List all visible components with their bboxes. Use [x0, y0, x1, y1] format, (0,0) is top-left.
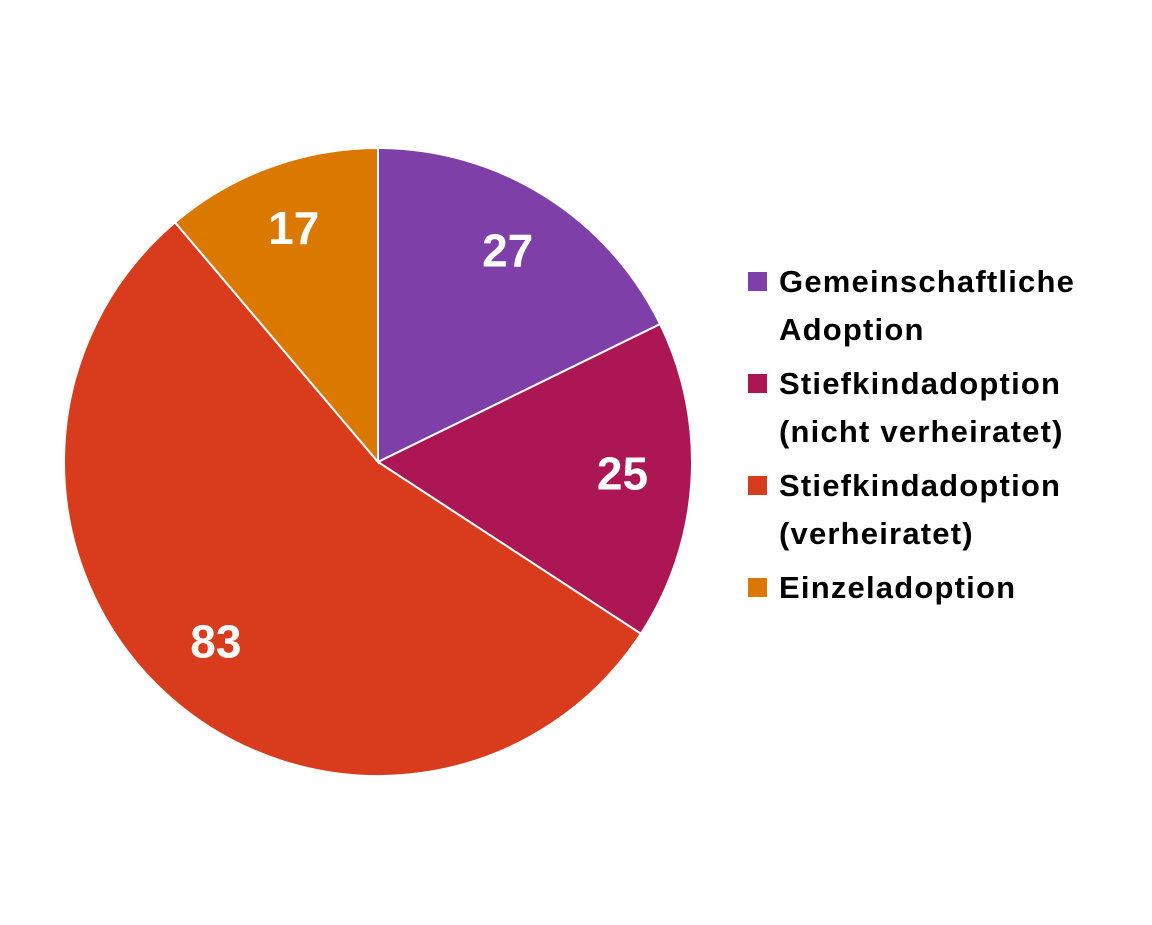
legend-swatch — [748, 272, 767, 291]
data-label: 27 — [482, 224, 533, 276]
legend-item: Stiefkindadoption (nicht verheiratet) — [748, 360, 1148, 456]
legend-label: Einzeladoption — [779, 570, 1017, 605]
legend: Gemeinschaftliche Adoption Stiefkindadopt… — [748, 258, 1148, 618]
legend-item: Stiefkindadoption (verheiratet) — [748, 462, 1148, 558]
pie-slice — [63, 220, 643, 777]
legend-label: Gemeinschaftliche Adoption — [779, 264, 1076, 347]
legend-label: Stiefkindadoption (verheiratet) — [779, 468, 1062, 551]
data-label: 25 — [597, 447, 648, 499]
legend-swatch — [748, 578, 767, 597]
pie-slice — [377, 146, 662, 464]
data-label: 83 — [190, 616, 241, 668]
pie-slice — [173, 146, 379, 465]
legend-label: Stiefkindadoption (nicht verheiratet) — [779, 366, 1064, 449]
legend-item: Gemeinschaftliche Adoption — [748, 258, 1148, 354]
data-label: 17 — [268, 202, 319, 254]
legend-swatch — [748, 374, 767, 393]
pie-slice — [375, 322, 693, 636]
legend-item: Einzeladoption — [748, 564, 1148, 612]
legend-swatch — [748, 476, 767, 495]
